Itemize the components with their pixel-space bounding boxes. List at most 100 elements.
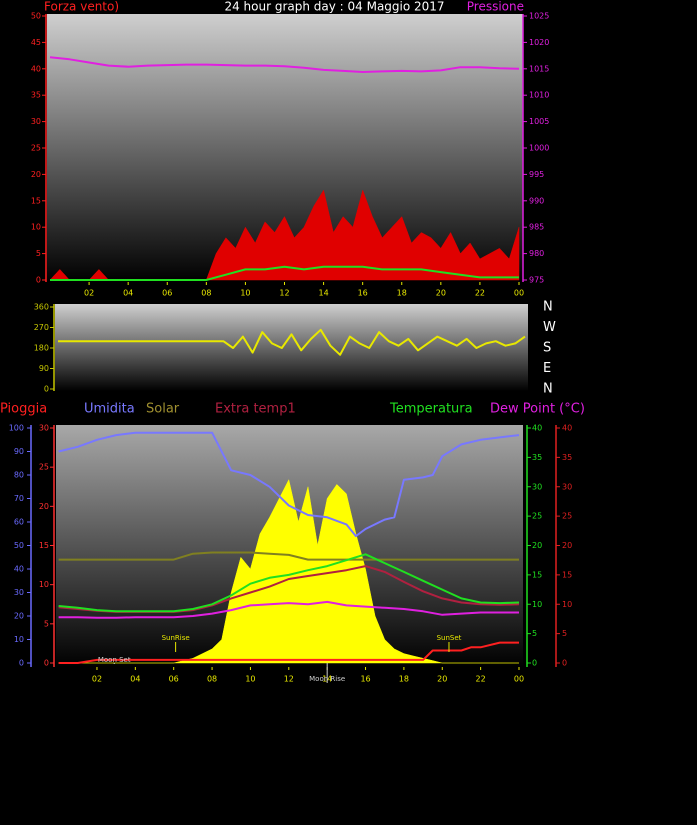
- y-tick-label: 45: [31, 38, 41, 47]
- y-tick-label: 10: [562, 600, 572, 609]
- series-line: [58, 641, 519, 664]
- y-tick-label: W: [543, 320, 556, 335]
- y-tick-label: 90: [39, 364, 49, 373]
- y-tick-label: 5: [36, 249, 41, 258]
- legend-label: Pioggia: [0, 402, 47, 417]
- x-tick-label: 22: [475, 289, 485, 298]
- x-tick-label: 14: [318, 289, 328, 298]
- series-line: [58, 600, 519, 619]
- x-tick-label: 16: [360, 675, 370, 684]
- y-tick-label: S: [543, 341, 551, 356]
- x-tick-label: 06: [169, 675, 179, 684]
- series-line: [49, 56, 520, 73]
- legend-label: Dew Point (°C): [490, 402, 585, 417]
- y-tick-label: 70: [14, 494, 24, 503]
- series-line: [58, 431, 520, 538]
- y-tick-label: 1015: [529, 64, 549, 73]
- y-tick-label: 35: [532, 453, 542, 462]
- y-tick-label: 50: [14, 541, 24, 550]
- y2-axis-title: Pressione: [467, 0, 524, 14]
- x-tick-label: 06: [162, 289, 172, 298]
- y-tick-label: 1005: [529, 117, 549, 126]
- series-line: [50, 265, 519, 281]
- y-tick-label: 0: [562, 659, 567, 668]
- y-tick-label: 980: [529, 249, 544, 258]
- x-tick-label: 00: [514, 289, 524, 298]
- y-tick-label: N: [543, 300, 553, 315]
- y-tick-label: 1025: [529, 12, 549, 21]
- x-tick-label: 08: [201, 289, 211, 298]
- y-tick-label: 10: [39, 580, 49, 589]
- y-tick-label: 20: [31, 170, 41, 179]
- annotation: Moon Rise: [309, 675, 345, 683]
- y-tick-label: 25: [39, 463, 49, 472]
- y-tick-label: 0: [36, 276, 41, 285]
- y-tick-label: 360: [34, 303, 49, 312]
- y-tick-label: 20: [14, 612, 24, 621]
- x-tick-label: 04: [123, 289, 133, 298]
- y-tick-label: 35: [562, 453, 572, 462]
- y-tick-label: 0: [44, 659, 49, 668]
- area: [58, 478, 519, 664]
- y-tick-label: 10: [532, 600, 542, 609]
- chart-title: 24 hour graph day : 04 Maggio 2017: [224, 0, 444, 14]
- y-tick-label: 60: [14, 518, 24, 527]
- y-tick-label: 40: [31, 64, 41, 73]
- y-tick-label: 0: [19, 659, 24, 668]
- y-tick-label: 1000: [529, 144, 549, 153]
- y-tick-label: 10: [31, 223, 41, 232]
- y-tick-label: 50: [31, 12, 41, 21]
- y-tick-label: N: [543, 382, 553, 397]
- annotation: SunSet: [437, 634, 462, 642]
- x-tick-label: 20: [436, 289, 446, 298]
- y-axis-title: Forza vento): [44, 0, 119, 14]
- y-tick-label: 1020: [529, 38, 549, 47]
- x-tick-label: 18: [397, 289, 407, 298]
- y-tick-label: 0: [44, 385, 49, 394]
- y-tick-label: 30: [14, 588, 24, 597]
- y-tick-label: 0: [532, 659, 537, 668]
- x-tick-label: 18: [399, 675, 409, 684]
- plot-background: [55, 304, 528, 391]
- y-tick-label: 5: [44, 619, 49, 628]
- legend-label: Temperatura: [389, 402, 473, 417]
- y-tick-label: 40: [14, 565, 24, 574]
- y-tick-label: 30: [532, 482, 542, 491]
- y-tick-label: 20: [532, 541, 542, 550]
- x-tick-label: 10: [245, 675, 255, 684]
- legend-label: Solar: [146, 402, 180, 417]
- y-tick-label: 25: [562, 512, 572, 521]
- y-tick-label: 975: [529, 276, 544, 285]
- y-tick-label: 15: [562, 570, 572, 579]
- y-tick-label: 40: [562, 424, 572, 433]
- y-tick-label: 10: [14, 635, 24, 644]
- y-tick-label: 990: [529, 196, 544, 205]
- y-tick-label: 985: [529, 223, 544, 232]
- x-tick-label: 10: [240, 289, 250, 298]
- x-tick-label: 02: [92, 675, 102, 684]
- y-tick-label: 995: [529, 170, 544, 179]
- x-tick-label: 00: [514, 675, 524, 684]
- x-tick-label: 22: [476, 675, 486, 684]
- y-tick-label: 20: [562, 541, 572, 550]
- y-tick-label: 30: [562, 482, 572, 491]
- y-tick-label: 5: [532, 629, 537, 638]
- y-tick-label: 15: [39, 541, 49, 550]
- y-tick-label: 100: [9, 424, 24, 433]
- x-tick-label: 02: [84, 289, 94, 298]
- y-tick-label: E: [543, 361, 551, 376]
- annotation: SunRise: [162, 634, 190, 642]
- y-tick-label: 1010: [529, 91, 549, 100]
- x-tick-label: 12: [279, 289, 289, 298]
- x-tick-label: 08: [207, 675, 217, 684]
- y-tick-label: 270: [34, 323, 49, 332]
- y-tick-label: 35: [31, 91, 41, 100]
- x-tick-label: 04: [130, 675, 140, 684]
- y-tick-label: 25: [31, 144, 41, 153]
- y-tick-label: 5: [562, 629, 567, 638]
- y-tick-label: 25: [532, 512, 542, 521]
- y-tick-label: 20: [39, 502, 49, 511]
- y-tick-label: 15: [31, 196, 41, 205]
